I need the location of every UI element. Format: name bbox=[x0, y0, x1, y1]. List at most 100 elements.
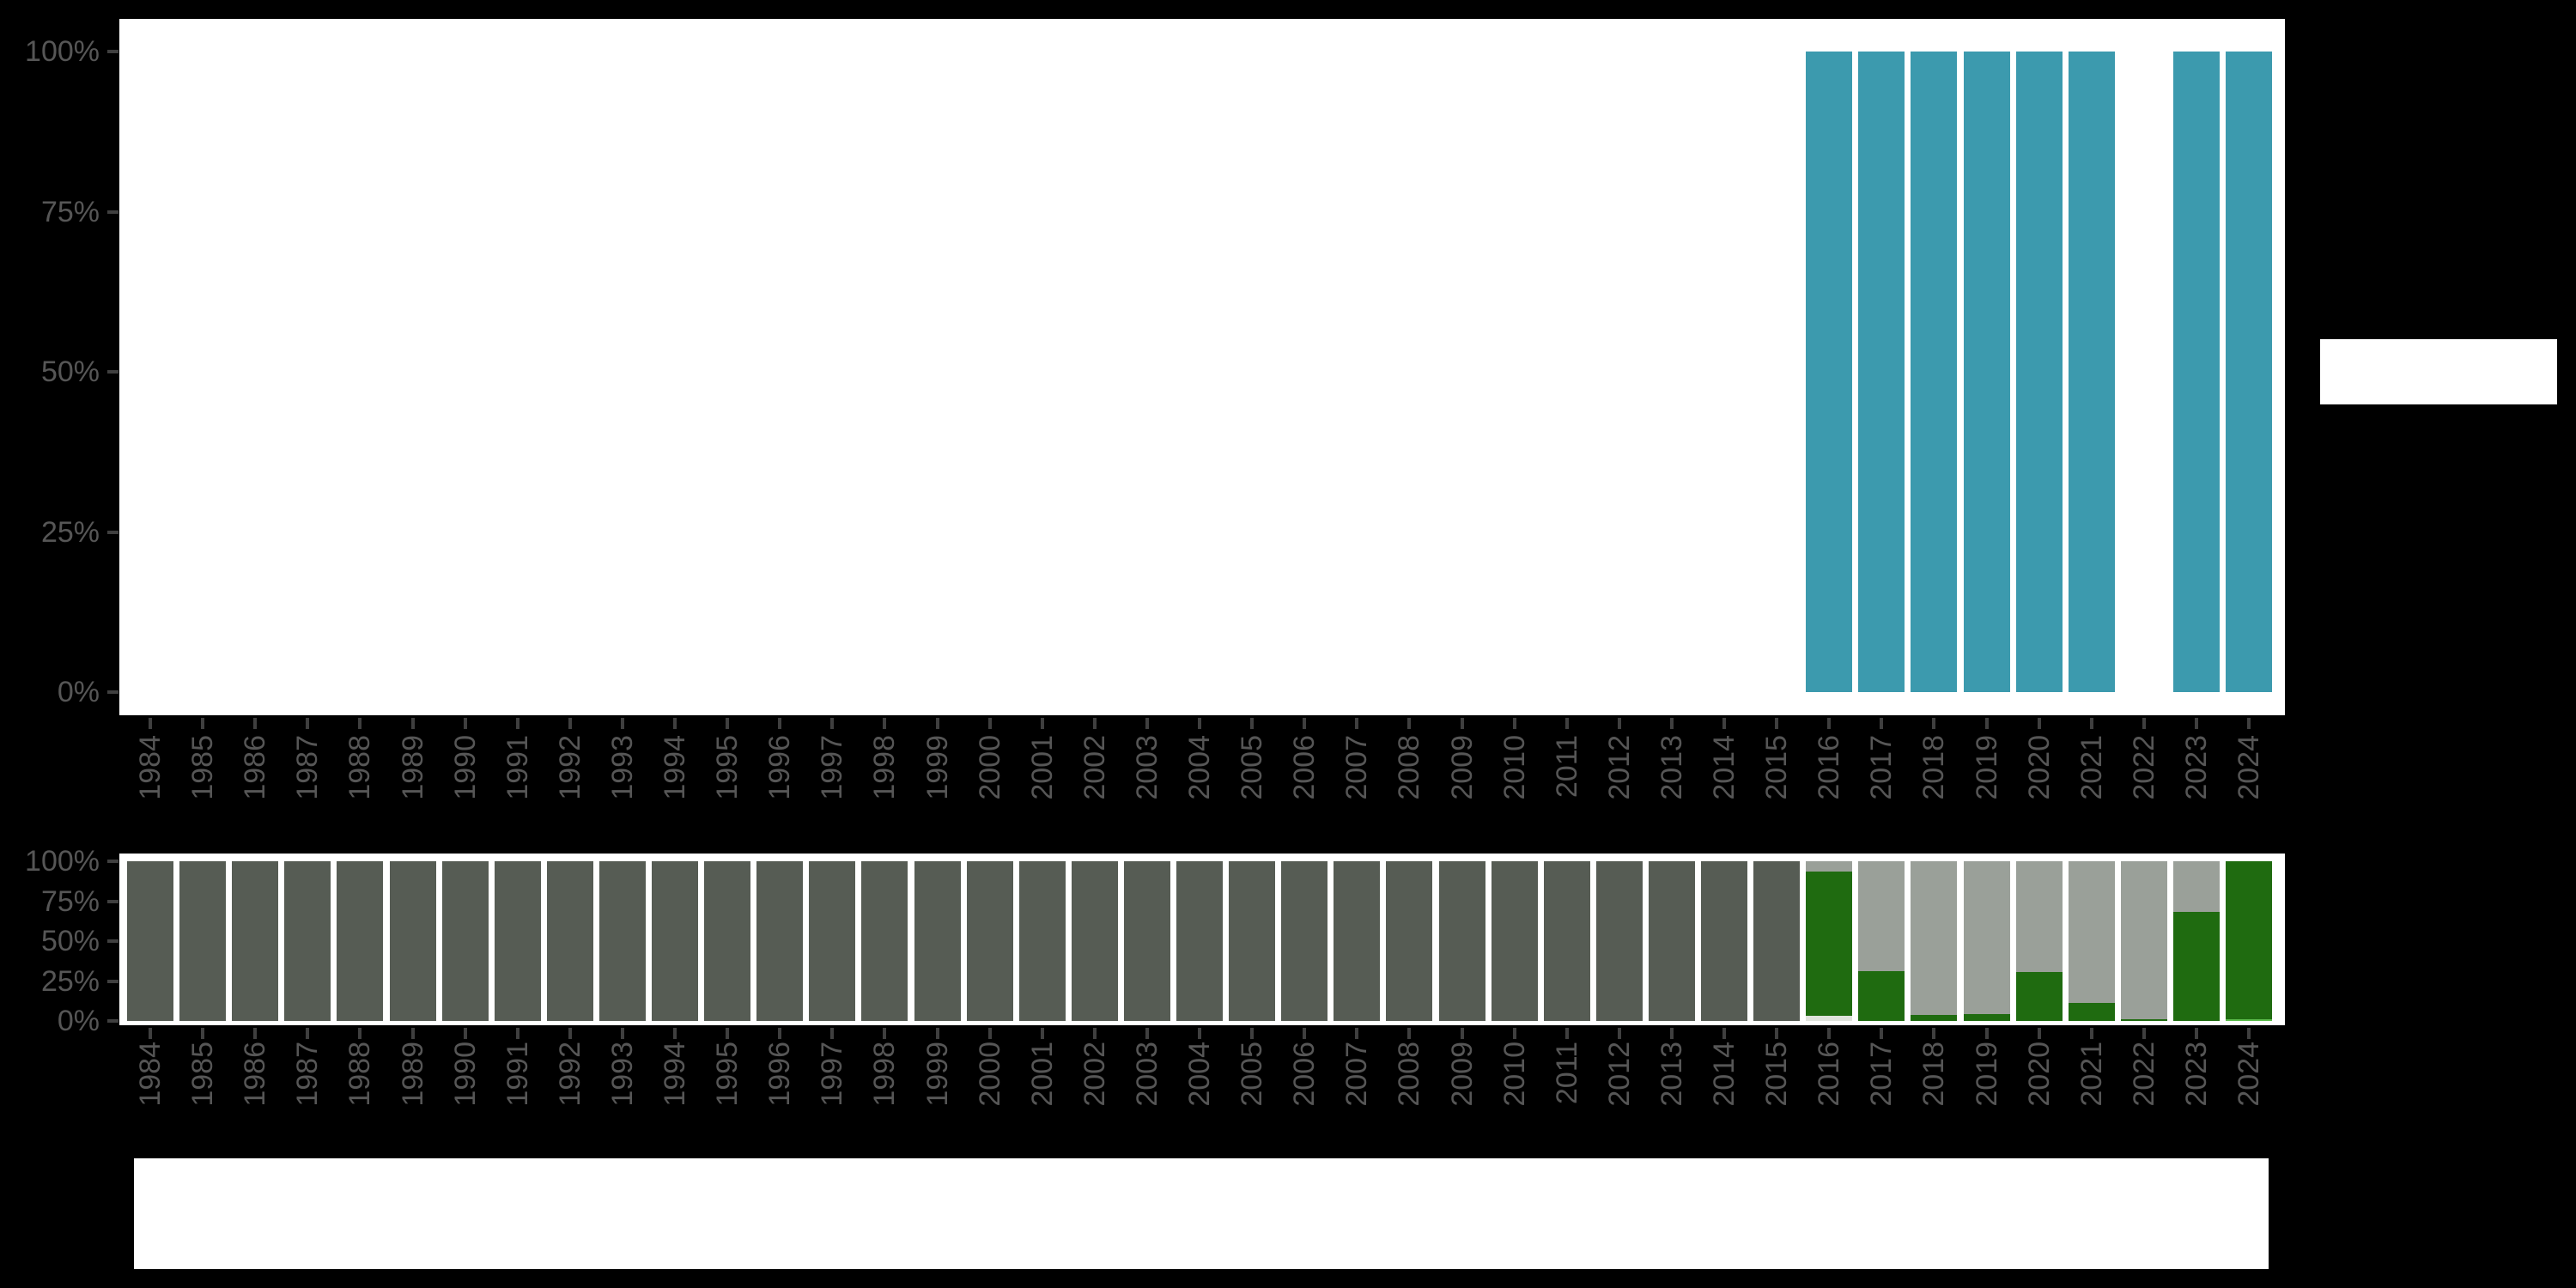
x-tick bbox=[1880, 1028, 1884, 1039]
stacked-bar-segment bbox=[2172, 861, 2220, 912]
x-tick bbox=[1092, 718, 1097, 729]
x-tick-label: 2009 bbox=[1445, 1042, 1479, 1107]
x-tick bbox=[1040, 718, 1044, 729]
x-tick bbox=[883, 718, 887, 729]
stacked-bar-segment bbox=[2226, 1019, 2272, 1021]
y-tick bbox=[107, 370, 118, 374]
x-tick bbox=[1092, 1028, 1097, 1039]
x-tick-label: 2002 bbox=[1078, 735, 1111, 800]
stacked-bar-segment bbox=[2120, 1019, 2167, 1021]
mentioned-bar bbox=[2226, 52, 2272, 692]
mentioned-bar bbox=[2015, 52, 2063, 692]
stacked-bar-segment bbox=[1701, 861, 1747, 1021]
x-tick-label: 2007 bbox=[1340, 735, 1374, 800]
y-tick bbox=[107, 50, 118, 53]
x-tick-label: 2008 bbox=[1393, 1042, 1426, 1107]
stacked-bar-segment bbox=[284, 861, 331, 1021]
x-tick bbox=[1407, 718, 1412, 729]
mentions-legend bbox=[2320, 339, 2557, 404]
stacked-bar-segment bbox=[1071, 861, 1118, 1021]
x-tick bbox=[515, 1028, 519, 1039]
x-tick-label: 2017 bbox=[1865, 1042, 1899, 1107]
stacked-bar-segment bbox=[1438, 861, 1485, 1021]
x-tick bbox=[778, 718, 782, 729]
x-tick bbox=[830, 718, 835, 729]
x-tick bbox=[1355, 718, 1359, 729]
x-tick bbox=[673, 1028, 677, 1039]
y-tick-label: 75% bbox=[40, 884, 100, 918]
stacked-bar-segment bbox=[914, 861, 961, 1021]
mentioned-bar bbox=[1858, 52, 1905, 692]
stacked-bar-segment bbox=[127, 861, 173, 1021]
y-tick-label: 50% bbox=[40, 925, 100, 957]
x-tick-label: 2016 bbox=[1813, 735, 1846, 800]
stacked-bar-segment bbox=[1963, 1013, 2010, 1021]
x-tick-label: 2007 bbox=[1340, 1042, 1374, 1107]
stacked-bar-segment bbox=[1806, 872, 1853, 1017]
x-tick bbox=[2037, 1028, 2041, 1039]
mentioned-bar bbox=[1963, 52, 2010, 692]
x-tick bbox=[1407, 1028, 1412, 1039]
x-tick bbox=[463, 1028, 467, 1039]
y-tick bbox=[107, 210, 118, 214]
stacked-bar-segment bbox=[546, 861, 593, 1021]
x-tick-label: 2021 bbox=[2075, 1042, 2108, 1107]
x-tick-label: 1987 bbox=[291, 1042, 325, 1107]
x-tick-label: 2021 bbox=[2075, 735, 2108, 800]
stacked-bar-segment bbox=[2068, 861, 2115, 1003]
x-tick-label: 2022 bbox=[2127, 1042, 2160, 1107]
stacked-bar-segment bbox=[1595, 861, 1643, 1021]
x-tick-label: 1998 bbox=[868, 1042, 902, 1107]
mentioned-bar bbox=[1806, 52, 1853, 692]
y-tick-label: 75% bbox=[40, 195, 100, 228]
x-tick bbox=[620, 1028, 624, 1039]
x-tick-label: 1986 bbox=[239, 1042, 272, 1107]
x-tick bbox=[410, 1028, 415, 1039]
x-tick bbox=[1984, 718, 1989, 729]
y-tick-label: 25% bbox=[40, 964, 100, 998]
stacked-bar-segment bbox=[232, 861, 279, 1021]
stacked-bar-segment bbox=[441, 861, 489, 1021]
x-tick bbox=[726, 718, 730, 729]
x-tick-label: 2018 bbox=[1917, 1042, 1951, 1107]
x-tick-label: 1995 bbox=[711, 735, 744, 800]
x-tick bbox=[778, 1028, 782, 1039]
x-tick-label: 1985 bbox=[186, 1042, 220, 1107]
x-tick bbox=[1040, 1028, 1044, 1039]
x-tick-label: 1985 bbox=[186, 735, 220, 800]
x-tick-label: 2011 bbox=[1550, 1042, 1583, 1105]
x-tick bbox=[1827, 718, 1832, 729]
x-tick bbox=[201, 1028, 205, 1039]
mentioned-bar bbox=[1911, 52, 1958, 692]
x-tick bbox=[1460, 718, 1464, 729]
y-tick-label: 0% bbox=[57, 676, 100, 708]
x-tick bbox=[1775, 718, 1779, 729]
x-tick-label: 1999 bbox=[920, 1042, 954, 1107]
mentioned-bar bbox=[2068, 52, 2115, 692]
x-tick-label: 2019 bbox=[1970, 1042, 2003, 1107]
x-tick bbox=[1303, 718, 1307, 729]
x-tick-label: 1995 bbox=[711, 1042, 744, 1107]
x-tick bbox=[410, 718, 415, 729]
x-tick-label: 1991 bbox=[501, 1042, 534, 1107]
stacked-bar-segment bbox=[1911, 1014, 1958, 1021]
x-tick bbox=[1198, 718, 1201, 729]
stacked-bar-segment bbox=[1806, 861, 1853, 872]
x-tick bbox=[620, 718, 624, 729]
stacked-bar-segment bbox=[756, 861, 804, 1021]
x-tick-label: 2010 bbox=[1498, 735, 1531, 800]
stacked-bar-segment bbox=[1543, 861, 1590, 1021]
x-tick bbox=[2142, 718, 2146, 729]
x-tick-label: 2012 bbox=[1602, 1042, 1636, 1107]
x-tick bbox=[726, 1028, 730, 1039]
x-tick-label: 2018 bbox=[1917, 735, 1951, 800]
y-tick-label: 100% bbox=[25, 845, 100, 878]
x-tick bbox=[1355, 1028, 1359, 1039]
x-tick bbox=[568, 718, 572, 729]
x-tick bbox=[1827, 1028, 1832, 1039]
x-tick bbox=[568, 1028, 572, 1039]
stacked-bar-segment bbox=[966, 861, 1013, 1021]
x-tick-label: 2002 bbox=[1078, 1042, 1111, 1107]
x-tick bbox=[2142, 1028, 2146, 1039]
